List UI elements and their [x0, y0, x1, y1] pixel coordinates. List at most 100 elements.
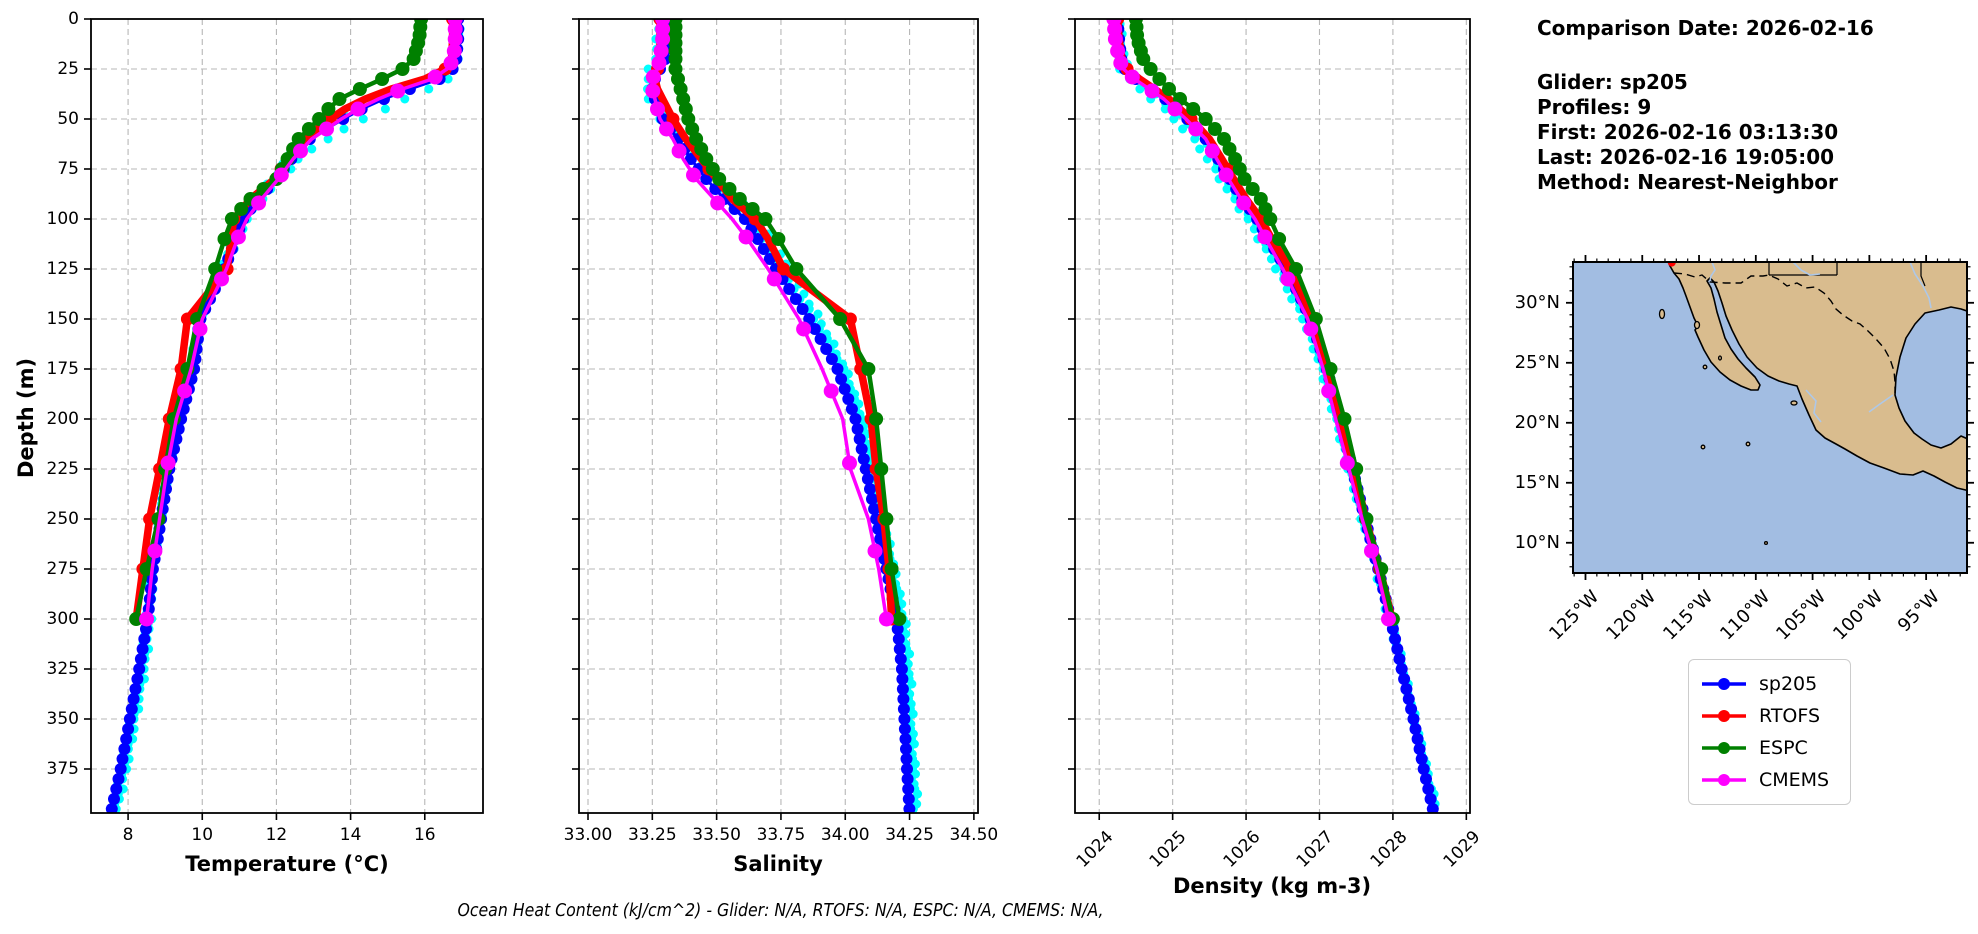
x-tick-label-0: 8	[122, 825, 134, 845]
marker-CMEMS	[867, 543, 883, 559]
marker-sp205	[125, 703, 138, 715]
marker-CMEMS	[659, 121, 674, 137]
glider-line: Glider: sp205	[1537, 70, 1688, 94]
marker-sp205	[105, 803, 118, 813]
marker-glider-individual-profiles	[813, 309, 823, 319]
marker-CMEMS	[160, 455, 176, 471]
map-lat-tick-label: 25°N	[1514, 351, 1560, 373]
marker-glider-individual-profiles	[909, 739, 919, 749]
marker-sp205	[122, 723, 135, 735]
marker-ESPC	[375, 72, 390, 86]
marker-sp205	[864, 483, 876, 495]
marker-ESPC	[869, 412, 884, 426]
marker-ESPC	[722, 182, 737, 196]
marker-CMEMS	[1339, 455, 1355, 471]
marker-sp205	[814, 333, 827, 345]
x-tick-label-0: 16	[413, 825, 436, 845]
marker-sp205	[898, 713, 911, 725]
marker-ESPC	[668, 52, 683, 66]
marker-sp205	[700, 173, 713, 185]
x-tick-label-1: 33.75	[756, 825, 806, 845]
marker-CMEMS	[1321, 383, 1337, 399]
marker-sp205	[136, 643, 149, 655]
marker-CMEMS	[443, 55, 459, 71]
x-tick-label-0: 10	[191, 825, 214, 845]
marker-sp205	[899, 733, 912, 745]
marker-ESPC	[732, 192, 747, 206]
marker-sp205	[857, 453, 870, 465]
island	[1745, 441, 1751, 447]
location-map	[1566, 255, 1974, 580]
marker-sp205	[866, 493, 878, 505]
marker-sp205	[1395, 663, 1408, 675]
marker-CMEMS	[655, 31, 671, 47]
river	[1709, 262, 1716, 282]
marker-sp205	[868, 503, 881, 515]
marker-sp205	[901, 773, 914, 785]
depth-tick-label: 275	[46, 559, 79, 579]
marker-CMEMS	[1124, 69, 1140, 85]
marker-CMEMS	[273, 167, 289, 183]
marker-CMEMS	[1113, 55, 1129, 71]
marker-CMEMS	[446, 43, 462, 59]
marker-glider-individual-profiles	[913, 789, 923, 799]
marker-ESPC	[1272, 232, 1287, 246]
marker-sp205	[898, 723, 911, 735]
marker-ESPC	[217, 232, 232, 246]
legend-label-sp205: sp205	[1759, 673, 1818, 695]
marker-CMEMS	[710, 195, 726, 211]
marker-ESPC	[879, 512, 894, 526]
legend-item-CMEMS: CMEMS	[1701, 764, 1840, 796]
marker-CMEMS	[147, 543, 163, 559]
marker-CMEMS	[192, 321, 208, 337]
marker-sp205	[116, 753, 129, 765]
first-line: First: 2026-02-16 03:13:30	[1537, 120, 1839, 144]
marker-ESPC	[1162, 82, 1176, 96]
legend-item-sp205: sp205	[1701, 668, 1840, 700]
marker-CMEMS	[842, 455, 857, 471]
marker-sp205	[902, 783, 915, 795]
marker-glider-individual-profiles	[400, 94, 410, 104]
depth-tick-label: 375	[46, 759, 79, 779]
x-tick-label-1: 33.00	[563, 825, 613, 845]
marker-ESPC	[789, 262, 804, 276]
marker-ESPC	[301, 122, 316, 136]
island	[1700, 444, 1706, 450]
marker-sp205	[134, 653, 147, 665]
marker-ESPC	[1136, 52, 1151, 66]
island	[1790, 400, 1798, 406]
last-line: Last: 2026-02-16 19:05:00	[1537, 145, 1835, 169]
marker-CMEMS	[1381, 611, 1396, 627]
marker-ESPC	[1143, 62, 1158, 76]
profile-plot-2	[1068, 18, 1471, 820]
marker-sp205	[751, 233, 764, 245]
marker-sp205	[853, 433, 866, 445]
marker-sp205	[838, 383, 851, 395]
marker-sp205	[1415, 753, 1428, 765]
marker-sp205	[1409, 723, 1422, 735]
marker-sp205	[757, 243, 770, 255]
marker-ESPC	[1323, 362, 1338, 376]
marker-sp205	[901, 763, 913, 775]
marker-CMEMS	[1188, 121, 1204, 137]
marker-ESPC	[1289, 262, 1303, 276]
map-lat-tick-label: 15°N	[1514, 471, 1560, 493]
marker-ESPC	[745, 202, 760, 216]
marker-sp205	[820, 343, 833, 355]
marker-ESPC	[1263, 212, 1278, 226]
marker-glider-individual-profiles	[307, 144, 317, 154]
state-border	[1920, 262, 1926, 287]
marker-sp205	[1391, 643, 1404, 655]
marker-sp205	[783, 283, 796, 295]
marker-CMEMS	[1167, 101, 1183, 117]
marker-sp205	[133, 663, 146, 675]
series-line-sp205	[109, 19, 460, 813]
marker-CMEMS	[251, 195, 267, 211]
marker-CMEMS	[1257, 229, 1273, 245]
country-border	[1673, 272, 1896, 393]
marker-CMEMS	[651, 55, 667, 71]
legend-swatch-ESPC	[1702, 742, 1746, 754]
marker-ESPC	[1207, 122, 1222, 136]
marker-sp205	[112, 773, 125, 785]
